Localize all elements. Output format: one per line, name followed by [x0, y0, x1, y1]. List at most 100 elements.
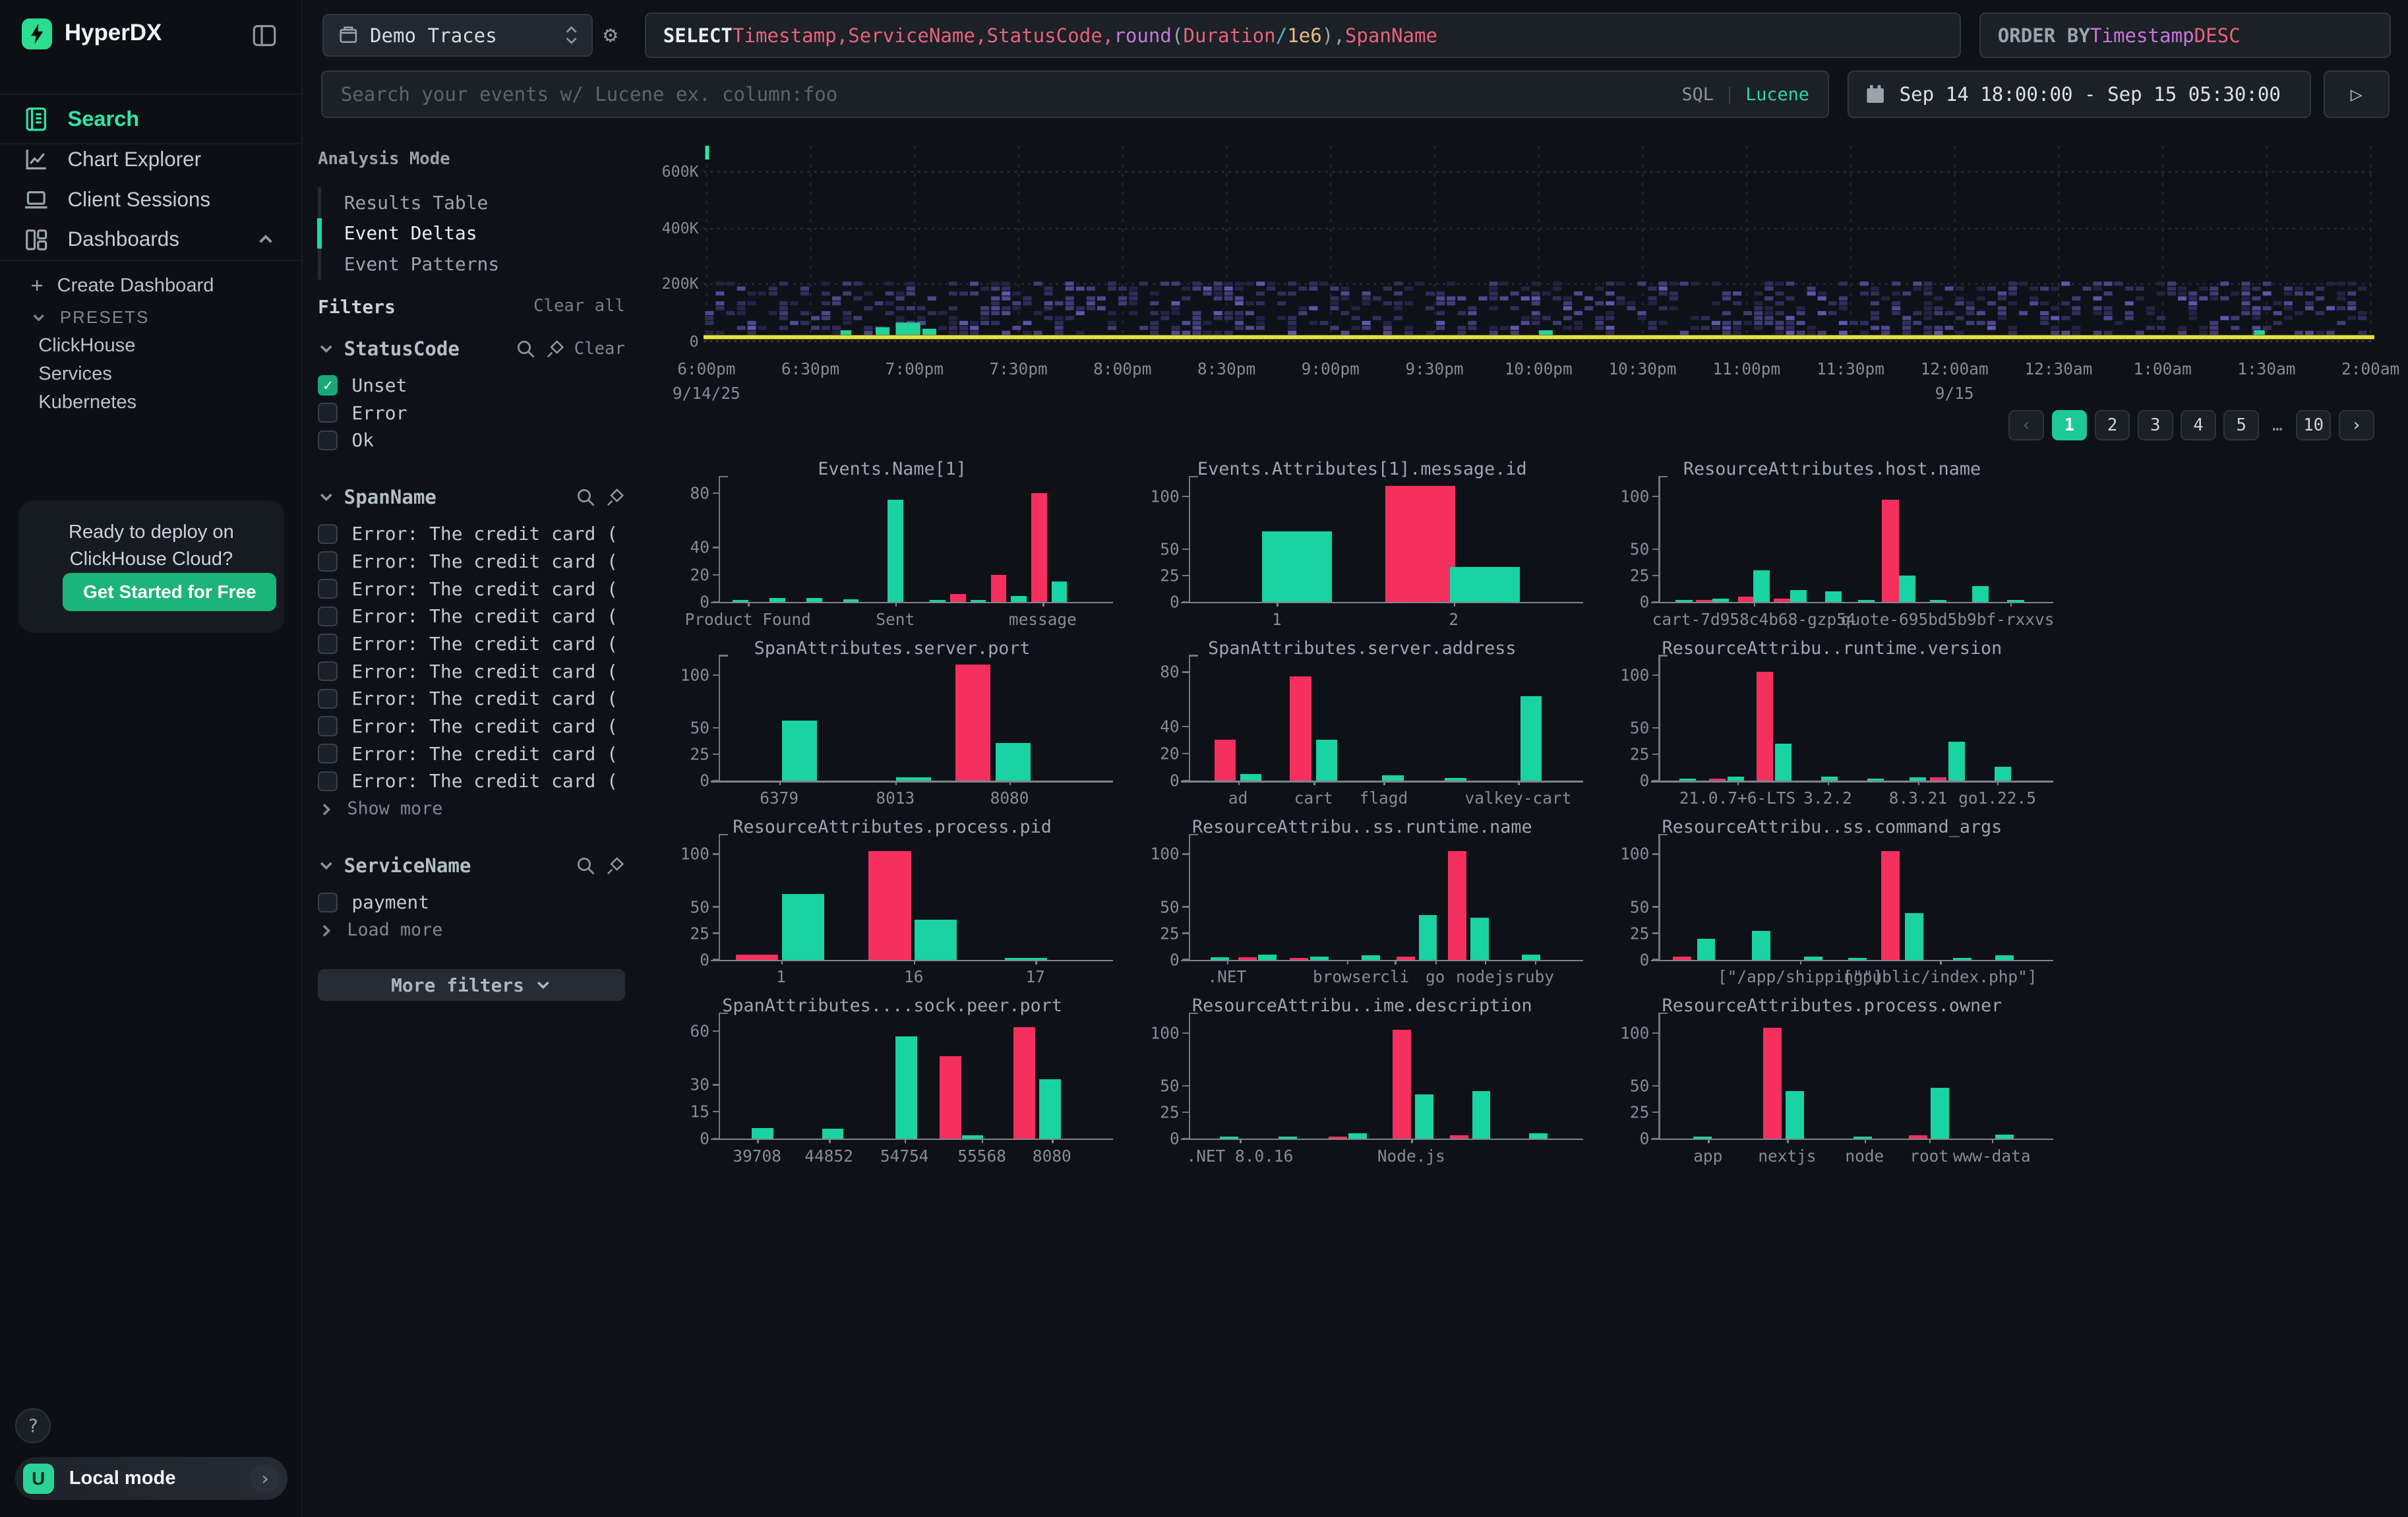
- bar-outlier[interactable]: [1882, 499, 1899, 602]
- filter-option[interactable]: Error: The credit card (…: [318, 769, 625, 793]
- chevron-down-icon[interactable]: [318, 340, 335, 357]
- more-filters-button[interactable]: More filters: [318, 968, 625, 1001]
- mini-chart-4[interactable]: SpanAttributes.server.address 80 40 20 0 ad ca…: [1141, 638, 1586, 817]
- bar-inlier[interactable]: [961, 1135, 984, 1139]
- clear-all-button[interactable]: Clear all: [533, 296, 625, 316]
- bar-inlier[interactable]: [1853, 1137, 1873, 1139]
- help-button[interactable]: ?: [15, 1408, 51, 1444]
- analysis-mode-event-patterns[interactable]: Event Patterns: [344, 253, 500, 276]
- search-icon[interactable]: [516, 339, 535, 359]
- bar-outlier[interactable]: [940, 1056, 961, 1139]
- sidebar-item-dashboards[interactable]: Dashboards: [0, 220, 303, 260]
- bar-inlier[interactable]: [1309, 956, 1329, 960]
- bar-inlier[interactable]: [1753, 570, 1770, 602]
- filter-option[interactable]: Error: [318, 401, 625, 425]
- bar-inlier[interactable]: [1679, 779, 1697, 781]
- page-button-1[interactable]: 1: [2051, 409, 2088, 441]
- mini-chart-0[interactable]: Events.Name[1] 80 40 20 0 Product Found Sent me…: [671, 459, 1116, 638]
- bar-outlier[interactable]: [1881, 850, 1900, 960]
- bar-outlier[interactable]: [1450, 1135, 1468, 1139]
- filter-option[interactable]: Error: The credit card (…: [318, 577, 625, 601]
- bar-inlier[interactable]: [1240, 773, 1262, 781]
- bar-inlier[interactable]: [1898, 575, 1915, 602]
- checkbox-checked[interactable]: ✓: [318, 375, 338, 396]
- filter-option[interactable]: Error: The credit card (…: [318, 604, 625, 628]
- mini-chart-7[interactable]: ResourceAttribu..ss.runtime.name 100 50 25 0…: [1141, 817, 1586, 996]
- preset-item-clickhouse[interactable]: ClickHouse: [38, 334, 136, 356]
- mini-chart-10[interactable]: ResourceAttribu..ime.description 100 50 25 0…: [1141, 996, 1586, 1174]
- mini-chart-5[interactable]: ResourceAttribu..runtime.version 100 50 25 0…: [1611, 638, 2056, 817]
- bar-inlier[interactable]: [996, 742, 1031, 781]
- source-select[interactable]: Demo Traces: [322, 13, 593, 57]
- checkbox[interactable]: [318, 716, 338, 736]
- bar-inlier[interactable]: [1905, 913, 1924, 960]
- bar-inlier[interactable]: [1522, 954, 1540, 960]
- search-input[interactable]: Search your events w/ Lucene ex. column:…: [320, 71, 1829, 119]
- filter-option[interactable]: ✓ Unset: [318, 373, 625, 398]
- page-button-›[interactable]: ›: [2339, 409, 2374, 441]
- filter-option[interactable]: Error: The credit card (…: [318, 549, 625, 574]
- bar-inlier[interactable]: [1472, 1090, 1491, 1139]
- bar-inlier[interactable]: [1952, 957, 1972, 960]
- bar-outlier[interactable]: [1908, 1135, 1927, 1139]
- bar-inlier[interactable]: [1279, 1137, 1298, 1139]
- checkbox[interactable]: [318, 771, 338, 792]
- bar-inlier[interactable]: [1948, 742, 1966, 781]
- bar-inlier[interactable]: [1775, 744, 1792, 781]
- bar-inlier[interactable]: [1910, 777, 1927, 781]
- bar-outlier[interactable]: [736, 954, 779, 960]
- bar-inlier[interactable]: [1675, 600, 1693, 602]
- bar-inlier[interactable]: [1520, 696, 1542, 781]
- bar-inlier[interactable]: [781, 894, 825, 960]
- bar-inlier[interactable]: [888, 500, 903, 602]
- clear-filter-button[interactable]: Clear: [574, 338, 625, 359]
- bar-outlier[interactable]: [990, 574, 1007, 602]
- order-by-input[interactable]: ORDER BY Timestamp DESC: [1979, 12, 2392, 59]
- bar-inlier[interactable]: [1697, 938, 1716, 960]
- chevron-down-icon[interactable]: [318, 489, 335, 506]
- bar-inlier[interactable]: [1414, 1094, 1433, 1139]
- bar-outlier[interactable]: [1757, 672, 1774, 781]
- checkbox[interactable]: [318, 892, 338, 912]
- bar-outlier[interactable]: [1238, 957, 1257, 960]
- bar-inlier[interactable]: [1210, 957, 1229, 960]
- checkbox[interactable]: [318, 661, 338, 682]
- checkbox[interactable]: [318, 579, 338, 599]
- create-dashboard-button[interactable]: + Create Dashboard: [30, 273, 214, 298]
- mini-chart-11[interactable]: ResourceAttributes.process.owner 100 50 25 0…: [1611, 996, 2056, 1174]
- get-started-button[interactable]: Get Started for Free: [63, 572, 277, 611]
- bar-inlier[interactable]: [1803, 956, 1822, 960]
- sidebar-item-client-sessions[interactable]: Client Sessions: [0, 179, 303, 220]
- bar-inlier[interactable]: [1712, 599, 1730, 602]
- bar-inlier[interactable]: [1261, 531, 1333, 602]
- pin-icon[interactable]: [545, 339, 565, 359]
- mini-chart-3[interactable]: SpanAttributes.server.port 100 50 25 0 6379 80…: [671, 638, 1116, 817]
- bar-inlier[interactable]: [1051, 581, 1068, 602]
- bar-inlier[interactable]: [915, 919, 957, 960]
- bar-outlier[interactable]: [1290, 676, 1311, 781]
- bar-inlier[interactable]: [1995, 955, 2014, 960]
- bar-inlier[interactable]: [1752, 931, 1771, 960]
- pin-icon[interactable]: [605, 856, 625, 876]
- events-timeline-chart[interactable]: 600K 400K 200K 0 6:00pm 6:30pm 7:00pm 7:30pm 8:0…: [638, 146, 2399, 410]
- bar-inlier[interactable]: [1994, 767, 2012, 781]
- sidebar-item-search[interactable]: Search: [0, 95, 303, 142]
- bar-inlier[interactable]: [1785, 1090, 1804, 1139]
- bar-inlier[interactable]: [1693, 1136, 1712, 1139]
- filter-option[interactable]: payment: [318, 890, 625, 914]
- page-button-2[interactable]: 2: [2094, 409, 2130, 441]
- page-button-‹[interactable]: ‹: [2008, 409, 2044, 441]
- bar-inlier[interactable]: [822, 1128, 843, 1139]
- bar-inlier[interactable]: [1930, 600, 1947, 602]
- bar-outlier[interactable]: [955, 665, 990, 781]
- load-more-link[interactable]: Load more: [318, 918, 625, 942]
- bar-inlier[interactable]: [1824, 591, 1842, 602]
- mini-chart-6[interactable]: ResourceAttributes.process.pid 100 50 25 0 1 1…: [671, 817, 1116, 996]
- sql-toggle[interactable]: SQL: [1681, 84, 1714, 105]
- bar-outlier[interactable]: [1763, 1027, 1782, 1139]
- chevron-down-icon[interactable]: [318, 857, 335, 874]
- bar-outlier[interactable]: [1673, 956, 1692, 960]
- date-range-picker[interactable]: Sep 14 18:00:00 - Sep 15 05:30:00: [1847, 71, 2312, 119]
- checkbox[interactable]: [318, 688, 338, 709]
- mini-chart-8[interactable]: ResourceAttribu..ss.command_args 100 50 25 0…: [1611, 817, 2056, 996]
